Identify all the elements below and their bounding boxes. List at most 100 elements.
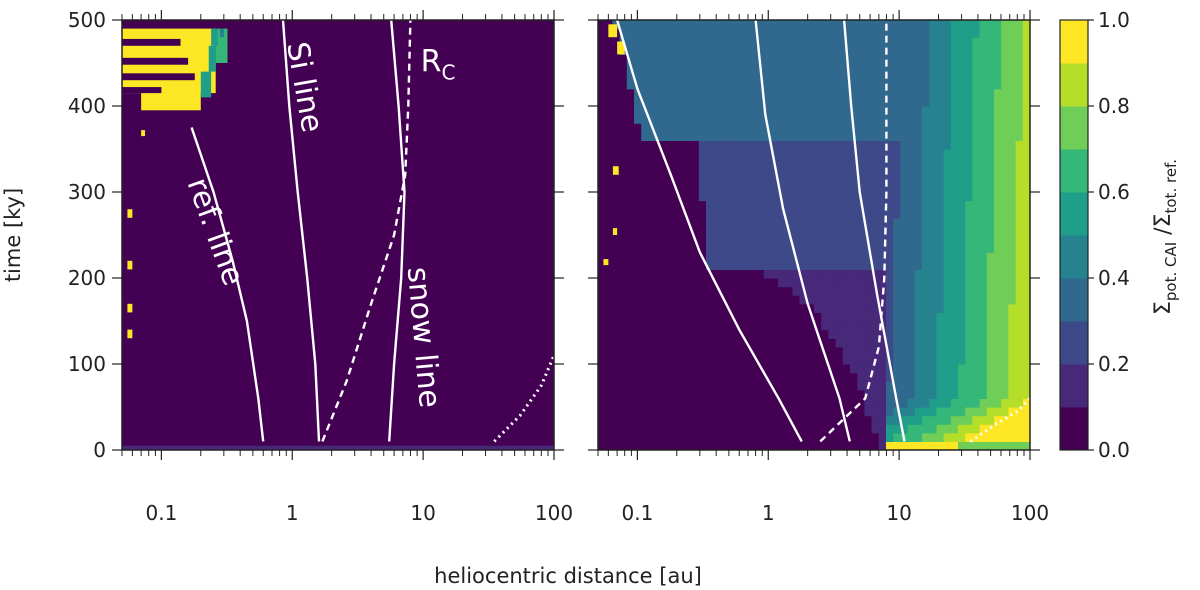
heatmap-cell <box>835 80 844 90</box>
heatmap-cell <box>842 183 851 193</box>
heatmap-cell <box>929 303 937 313</box>
heatmap-cell <box>936 372 945 382</box>
heatmap-cell <box>778 131 786 141</box>
heatmap-cell <box>886 338 894 348</box>
heatmap-cell <box>914 252 923 262</box>
heatmap-cell <box>878 235 887 245</box>
heatmap-cell <box>893 329 901 339</box>
heatmap-cell <box>979 338 988 348</box>
heatmap-cell <box>727 235 736 245</box>
heatmap-cell <box>734 45 743 55</box>
heatmap-cell <box>893 235 901 245</box>
heatmap-cell <box>907 217 916 227</box>
line-si-line <box>281 20 321 442</box>
heatmap-cell <box>1015 338 1024 348</box>
heatmap-cell <box>1001 389 1009 399</box>
heatmap-cell <box>821 226 829 236</box>
heatmap-cell <box>828 217 837 227</box>
heatmap-cell <box>972 131 981 141</box>
heatmap-cell <box>842 217 851 227</box>
heatmap-cell <box>835 260 844 270</box>
heatmap-cell <box>922 295 930 305</box>
heatmap-cell <box>936 149 945 159</box>
heatmap-cell <box>950 260 959 270</box>
heatmap-cell <box>778 149 786 159</box>
heatmap-cell <box>943 114 952 124</box>
heatmap-cell <box>864 37 873 47</box>
heatmap-cell <box>821 123 829 133</box>
heatmap-cell <box>1008 260 1017 270</box>
heatmap-cell <box>914 166 923 176</box>
heatmap-cell <box>979 20 988 30</box>
heatmap-cell <box>936 200 945 210</box>
heatmap-cell <box>907 114 916 124</box>
heatmap-cell <box>799 157 808 167</box>
heatmap-cell <box>626 28 635 38</box>
heatmap-cell <box>749 157 757 167</box>
heatmap-cell <box>986 123 995 133</box>
heatmap-cell <box>958 346 966 356</box>
heatmap-cell <box>857 217 865 227</box>
heatmap-cell <box>986 278 995 288</box>
heatmap-cell <box>1008 432 1017 442</box>
heatmap-cell <box>943 389 952 399</box>
heatmap-cell <box>922 286 930 296</box>
heatmap-cell <box>698 149 707 159</box>
heatmap-cell <box>893 346 901 356</box>
heatmap-cell <box>965 355 973 365</box>
heatmap-cell <box>864 114 873 124</box>
heatmap-cell <box>792 131 801 141</box>
heatmap-cell <box>1001 140 1009 150</box>
heatmap-cell <box>986 174 995 184</box>
heatmap-cell <box>835 295 844 305</box>
heatmap-cell <box>734 166 743 176</box>
heatmap-cell <box>1022 123 1030 133</box>
y-tick-label: 300 <box>68 180 106 204</box>
heatmap-cell <box>857 157 865 167</box>
heatmap-cell <box>770 131 779 141</box>
heatmap-cell <box>1008 174 1017 184</box>
heatmap-cell <box>1022 312 1030 322</box>
heatmap-cell <box>648 131 657 141</box>
heatmap-cell <box>806 157 815 167</box>
heatmap-cell <box>994 149 1002 159</box>
heatmap-cell <box>763 54 772 64</box>
heatmap-cell <box>972 71 981 81</box>
heatmap-cell <box>742 114 750 124</box>
heatmap-cell <box>850 235 858 245</box>
heatmap-cell <box>698 131 707 141</box>
heatmap-cell <box>871 364 880 374</box>
heatmap-cell <box>857 243 865 253</box>
heatmap-cell <box>756 192 765 202</box>
heatmap-cell <box>907 131 916 141</box>
heatmap-cell <box>907 123 916 133</box>
heatmap-cell <box>648 97 657 107</box>
heatmap-cell <box>763 260 772 270</box>
heatmap-cell <box>907 209 916 219</box>
heatmap-cell <box>893 71 901 81</box>
heatmap-cell <box>922 200 930 210</box>
heatmap-cell <box>994 174 1002 184</box>
heatmap-cell <box>986 131 995 141</box>
heatmap-cell <box>814 235 822 245</box>
y-tick-label: 400 <box>68 94 106 118</box>
heatmap-cell <box>821 252 829 262</box>
heatmap-cell <box>950 226 959 236</box>
heatmap-cell <box>1022 338 1030 348</box>
heatmap-cell <box>986 286 995 296</box>
heatmap-cell <box>965 149 973 159</box>
heatmap-cell <box>835 149 844 159</box>
heatmap-cell <box>965 131 973 141</box>
heatmap-cell <box>828 269 837 279</box>
heatmap-cell <box>986 364 995 374</box>
heatmap-cell <box>806 235 815 245</box>
heatmap-cell <box>828 80 837 90</box>
heatmap-cell <box>1015 389 1024 399</box>
heatmap-cell <box>914 88 923 98</box>
heatmap-cell <box>634 106 642 116</box>
colorbar-frame <box>1059 19 1089 451</box>
heatmap-cell <box>986 389 995 399</box>
heatmap-cell <box>914 355 923 365</box>
heatmap-cell <box>1015 45 1024 55</box>
heatmap-cell <box>770 192 779 202</box>
